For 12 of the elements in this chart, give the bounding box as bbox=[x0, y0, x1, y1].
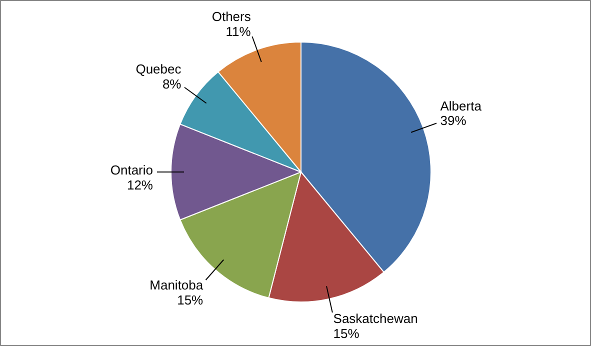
data-label: 12% bbox=[126, 177, 154, 192]
slice-label: Saskatchewan bbox=[333, 310, 418, 326]
slice-label: Ontario bbox=[110, 162, 153, 178]
slice-label: Quebec bbox=[136, 61, 182, 76]
slice-label: Alberta bbox=[440, 98, 482, 114]
data-label: 15% bbox=[333, 326, 360, 341]
data-label: 11% bbox=[226, 24, 252, 40]
slice-label: Manitoba bbox=[150, 277, 204, 292]
data-label: 39% bbox=[440, 113, 467, 128]
data-label: 8% bbox=[162, 76, 182, 92]
slice-label: Others bbox=[212, 9, 252, 24]
data-label: 15% bbox=[177, 292, 204, 308]
